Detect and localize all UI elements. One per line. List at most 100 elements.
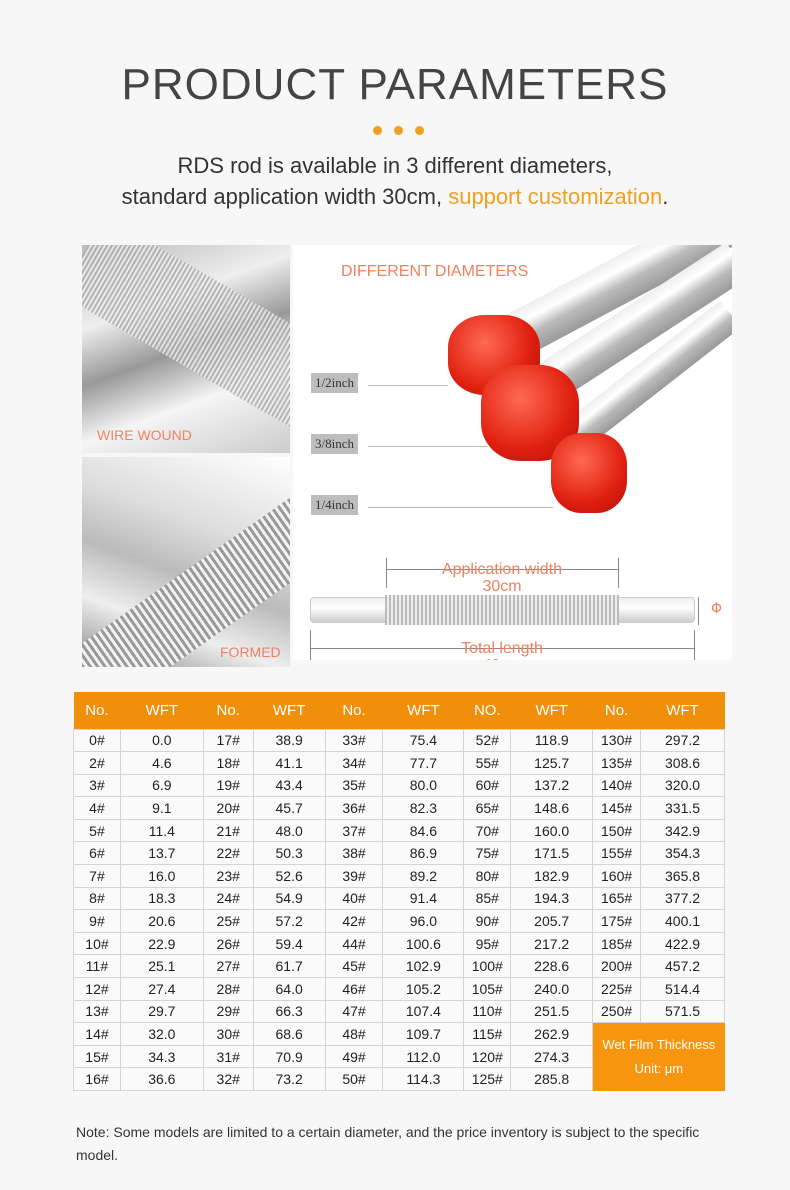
model-number: 29# xyxy=(202,999,254,1024)
model-number: 95# xyxy=(463,931,512,956)
unit-note: Wet Film Thickness Unit: μm xyxy=(592,1022,725,1091)
table-row: 6# 13.7 22# 50.3 38# 86.9 75# 171.5 155# 354.3 xyxy=(73,841,725,866)
coil-diagram xyxy=(385,595,619,625)
model-number: 49# xyxy=(324,1044,384,1069)
wft-value: 18.3 xyxy=(119,886,204,911)
model-number: 36# xyxy=(324,796,384,820)
model-number: 75# xyxy=(463,841,512,866)
wft-value: 50.3 xyxy=(252,841,326,866)
formed-label: FORMED xyxy=(220,644,281,660)
model-number: 3# xyxy=(73,773,121,798)
model-number: 165# xyxy=(592,886,642,911)
column-header: WFT xyxy=(253,692,326,729)
model-number: 38# xyxy=(324,841,384,866)
model-number: 45# xyxy=(324,954,384,979)
table-row: 9# 20.6 25# 57.2 42# 96.0 90# 205.7 175# 400.1 xyxy=(73,909,725,933)
wft-value: 422.9 xyxy=(640,931,725,956)
wft-value: 285.8 xyxy=(510,1067,594,1091)
model-number: 145# xyxy=(592,796,642,820)
model-number: 44# xyxy=(324,931,384,956)
model-number: 32# xyxy=(202,1067,254,1091)
wft-value: 342.9 xyxy=(640,818,725,843)
model-number: 100# xyxy=(463,954,512,979)
wft-value: 148.6 xyxy=(510,796,594,820)
model-number: 70# xyxy=(463,818,512,843)
wft-value: 32.0 xyxy=(119,1022,204,1046)
model-number: 115# xyxy=(463,1022,512,1046)
diameter-symbol: Φ xyxy=(711,601,723,617)
model-number: 7# xyxy=(73,864,121,888)
diameter-label: 1/2inch xyxy=(311,373,358,393)
application-width-label: Application width xyxy=(441,561,563,578)
diameter-label: 3/8inch xyxy=(311,434,358,454)
wft-value: 251.5 xyxy=(510,999,594,1024)
model-number: 155# xyxy=(592,841,642,866)
model-number: 55# xyxy=(463,751,512,775)
wft-value: 54.9 xyxy=(252,886,326,911)
wft-value: 137.2 xyxy=(510,773,594,798)
model-number: 16# xyxy=(73,1067,121,1091)
model-number: 175# xyxy=(592,909,642,933)
table-row: 15# 34.3 31# 70.9 49# 112.0 120# 274.3 xyxy=(73,1044,725,1069)
model-number: 24# xyxy=(202,886,254,911)
wft-value: 102.9 xyxy=(382,954,465,979)
wft-value: 73.2 xyxy=(252,1067,326,1091)
model-number: 120# xyxy=(463,1044,512,1069)
wft-value: 100.6 xyxy=(382,931,465,956)
wft-value: 9.1 xyxy=(119,796,204,820)
model-number: 10# xyxy=(73,931,121,956)
table-row: 5# 11.4 21# 48.0 37# 84.6 70# 160.0 150# 342.9 xyxy=(73,818,725,843)
wire-wound-label: WIRE WOUND xyxy=(97,427,192,443)
wft-value: 20.6 xyxy=(119,909,204,933)
table-row: 4# 9.1 20# 45.7 36# 82.3 65# 148.6 145# 331.5 xyxy=(73,796,725,820)
column-header: No. xyxy=(73,692,121,729)
model-number: 80# xyxy=(463,864,512,888)
page-title: PRODUCT PARAMETERS xyxy=(121,60,669,109)
wft-value: 38.9 xyxy=(252,728,326,753)
wft-value: 66.3 xyxy=(252,999,326,1024)
model-number: 4# xyxy=(73,796,121,820)
wft-value: 52.6 xyxy=(252,864,326,888)
wft-value: 160.0 xyxy=(510,818,594,843)
total-length-label: Total length xyxy=(461,640,543,657)
wft-value: 77.7 xyxy=(382,751,465,775)
table-row: 0# 0.0 17# 38.9 33# 75.4 52# 118.9 130# 297.2 xyxy=(73,728,725,753)
model-number: 13# xyxy=(73,999,121,1024)
model-number: 33# xyxy=(324,728,384,753)
model-number: 12# xyxy=(73,977,121,1001)
model-number: 130# xyxy=(592,728,642,753)
decorative-dots xyxy=(373,126,424,135)
table-row: 16# 36.6 32# 73.2 50# 114.3 125# 285.8 xyxy=(73,1067,725,1091)
model-number: 140# xyxy=(592,773,642,798)
total-length-value: 40cm xyxy=(310,657,694,660)
model-number: 27# xyxy=(202,954,254,979)
footnote: Note: Some models are limited to a certa… xyxy=(76,1124,700,1163)
model-number: 125# xyxy=(463,1067,512,1091)
table-header: No. WFT No. WFT No. WFT NO. WFT No. WFT xyxy=(73,692,725,729)
model-number: 42# xyxy=(324,909,384,933)
model-number: 26# xyxy=(202,931,254,956)
column-header: NO. xyxy=(463,692,511,729)
wft-value: 182.9 xyxy=(510,864,594,888)
wft-value: 41.1 xyxy=(252,751,326,775)
subtitle-line1: RDS rod is available in 3 different diam… xyxy=(177,153,613,178)
wft-value: 91.4 xyxy=(382,886,465,911)
subtitle-suffix: . xyxy=(662,184,669,209)
model-number: 20# xyxy=(202,796,254,820)
wft-value: 61.7 xyxy=(252,954,326,979)
model-number: 110# xyxy=(463,999,512,1024)
model-number: 22# xyxy=(202,841,254,866)
unit-note-title: Wet Film Thickness xyxy=(602,1036,716,1052)
model-number: 135# xyxy=(592,751,642,775)
column-header: WFT xyxy=(510,692,593,729)
wft-value: 59.4 xyxy=(252,931,326,956)
wft-value: 308.6 xyxy=(640,751,725,775)
wft-value: 217.2 xyxy=(510,931,594,956)
wft-value: 84.6 xyxy=(382,818,465,843)
wft-value: 75.4 xyxy=(382,728,465,753)
model-number: 25# xyxy=(202,909,254,933)
wft-value: 274.3 xyxy=(510,1044,594,1069)
wft-value: 16.0 xyxy=(119,864,204,888)
model-number: 9# xyxy=(73,909,121,933)
table-row: 12# 27.4 28# 64.0 46# 105.2 105# 240.0 225# 514.4 xyxy=(73,977,725,1001)
